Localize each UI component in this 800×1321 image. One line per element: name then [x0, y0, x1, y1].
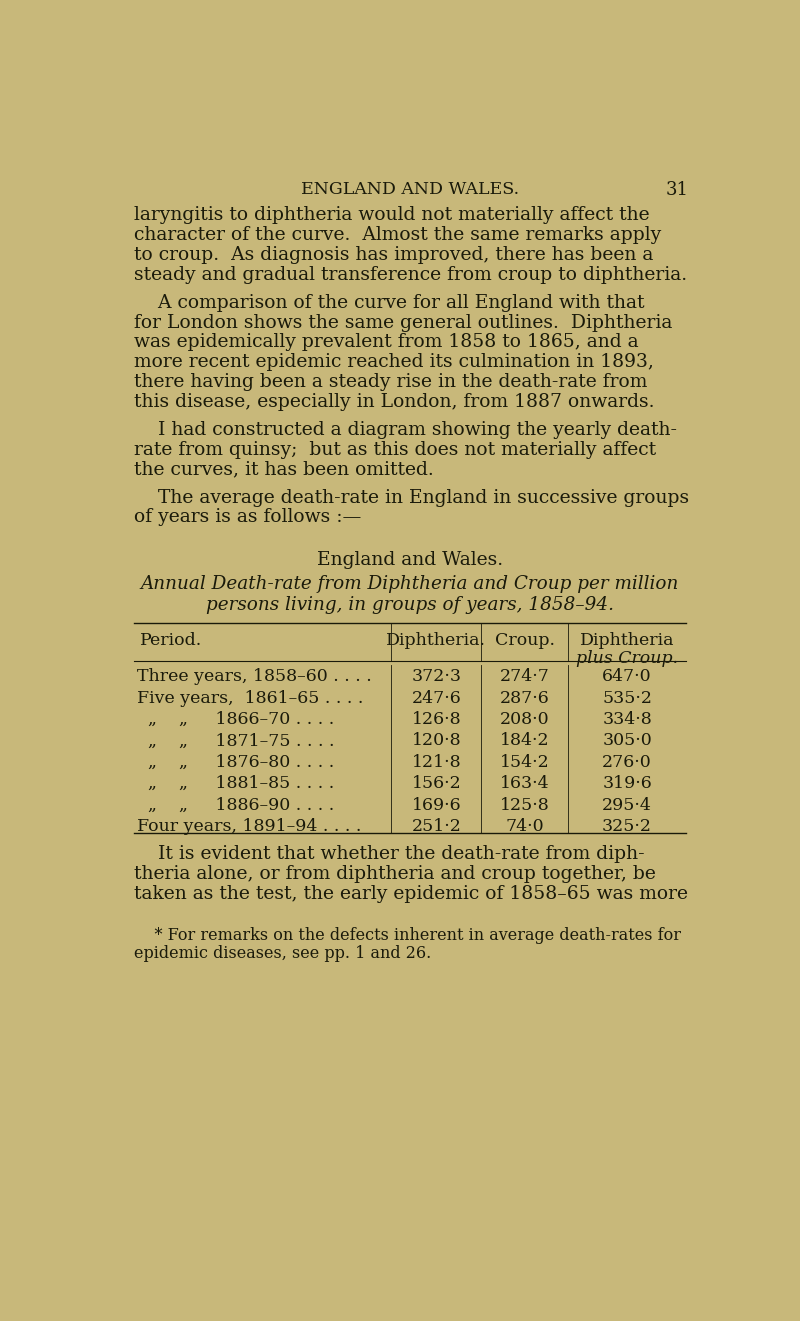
Text: was epidemically prevalent from 1858 to 1865, and a: was epidemically prevalent from 1858 to … — [134, 333, 638, 351]
Text: 251·2: 251·2 — [411, 818, 462, 835]
Text: 305·0: 305·0 — [602, 732, 652, 749]
Text: Annual Death-rate from Diphtheria and Croup per million: Annual Death-rate from Diphtheria and Cr… — [141, 576, 679, 593]
Text: „    „     1876–80 . . . .: „ „ 1876–80 . . . . — [138, 754, 334, 771]
Text: Period.: Period. — [140, 633, 202, 649]
Text: of years is as follows :—: of years is as follows :— — [134, 509, 362, 527]
Text: Croup.: Croup. — [494, 633, 554, 649]
Text: The average death-rate in England in successive groups: The average death-rate in England in suc… — [134, 489, 690, 506]
Text: A comparison of the curve for all England with that: A comparison of the curve for all Englan… — [134, 293, 645, 312]
Text: 647·0: 647·0 — [602, 668, 652, 686]
Text: rate from quinsy;  but as this does not materially affect: rate from quinsy; but as this does not m… — [134, 441, 656, 458]
Text: 74·0: 74·0 — [506, 818, 544, 835]
Text: 120·8: 120·8 — [411, 732, 461, 749]
Text: „    „     1881–85 . . . .: „ „ 1881–85 . . . . — [138, 775, 334, 793]
Text: plus Croup.: plus Croup. — [576, 650, 678, 667]
Text: 156·2: 156·2 — [411, 775, 462, 793]
Text: 334·8: 334·8 — [602, 711, 652, 728]
Text: for London shows the same general outlines.  Diphtheria: for London shows the same general outlin… — [134, 313, 673, 332]
Text: „    „     1871–75 . . . .: „ „ 1871–75 . . . . — [138, 732, 334, 749]
Text: Five years,  1861–65 . . . .: Five years, 1861–65 . . . . — [138, 690, 363, 707]
Text: steady and gradual transference from croup to diphtheria.: steady and gradual transference from cro… — [134, 266, 687, 284]
Text: there having been a steady rise in the death-rate from: there having been a steady rise in the d… — [134, 373, 647, 391]
Text: England and Wales.: England and Wales. — [317, 551, 503, 568]
Text: more recent epidemic reached its culmination in 1893,: more recent epidemic reached its culmina… — [134, 353, 654, 371]
Text: 208·0: 208·0 — [500, 711, 550, 728]
Text: 319·6: 319·6 — [602, 775, 652, 793]
Text: 247·6: 247·6 — [411, 690, 462, 707]
Text: persons living, in groups of years, 1858–94.: persons living, in groups of years, 1858… — [206, 596, 614, 614]
Text: I had constructed a diagram showing the yearly death-: I had constructed a diagram showing the … — [134, 421, 677, 439]
Text: ENGLAND AND WALES.: ENGLAND AND WALES. — [301, 181, 519, 198]
Text: 31: 31 — [666, 181, 689, 199]
Text: Four years, 1891–94 . . . .: Four years, 1891–94 . . . . — [138, 818, 362, 835]
Text: character of the curve.  Almost the same remarks apply: character of the curve. Almost the same … — [134, 226, 662, 244]
Text: „    „     1866–70 . . . .: „ „ 1866–70 . . . . — [138, 711, 334, 728]
Text: the curves, it has been omitted.: the curves, it has been omitted. — [134, 461, 434, 478]
Text: 126·8: 126·8 — [411, 711, 461, 728]
Text: 287·6: 287·6 — [500, 690, 550, 707]
Text: 184·2: 184·2 — [500, 732, 550, 749]
Text: 535·2: 535·2 — [602, 690, 652, 707]
Text: 276·0: 276·0 — [602, 754, 652, 771]
Text: Three years, 1858–60 . . . .: Three years, 1858–60 . . . . — [138, 668, 372, 686]
Text: 125·8: 125·8 — [500, 797, 550, 814]
Text: this disease, especially in London, from 1887 onwards.: this disease, especially in London, from… — [134, 392, 654, 411]
Text: Diphtheria: Diphtheria — [580, 633, 674, 649]
Text: Diphtheria.: Diphtheria. — [386, 633, 486, 649]
Text: taken as the test, the early epidemic of 1858–65 was more: taken as the test, the early epidemic of… — [134, 885, 688, 902]
Text: to croup.  As diagnosis has improved, there has been a: to croup. As diagnosis has improved, the… — [134, 246, 654, 264]
Text: epidemic diseases, see pp. 1 and 26.: epidemic diseases, see pp. 1 and 26. — [134, 945, 431, 962]
Text: 274·7: 274·7 — [500, 668, 550, 686]
Text: 372·3: 372·3 — [411, 668, 462, 686]
Text: It is evident that whether the death-rate from diph-: It is evident that whether the death-rat… — [134, 845, 645, 863]
Text: * For remarks on the defects inherent in average death-rates for: * For remarks on the defects inherent in… — [134, 927, 681, 943]
Text: laryngitis to diphtheria would not materially affect the: laryngitis to diphtheria would not mater… — [134, 206, 650, 225]
Text: 325·2: 325·2 — [602, 818, 652, 835]
Text: 121·8: 121·8 — [411, 754, 461, 771]
Text: theria alone, or from diphtheria and croup together, be: theria alone, or from diphtheria and cro… — [134, 865, 656, 882]
Text: 295·4: 295·4 — [602, 797, 652, 814]
Text: 169·6: 169·6 — [411, 797, 461, 814]
Text: 154·2: 154·2 — [500, 754, 550, 771]
Text: „    „     1886–90 . . . .: „ „ 1886–90 . . . . — [138, 797, 334, 814]
Text: 163·4: 163·4 — [500, 775, 550, 793]
